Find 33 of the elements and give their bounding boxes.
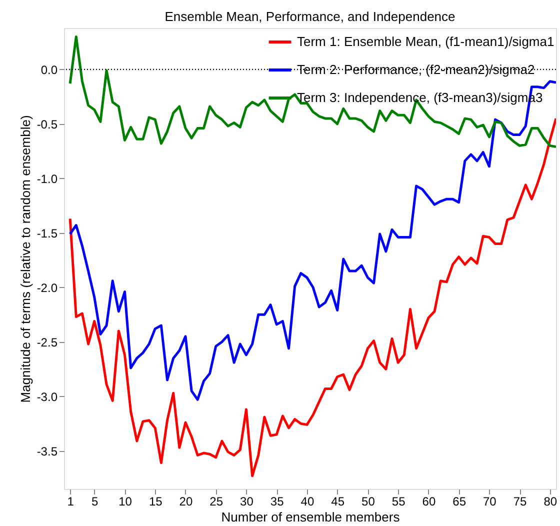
x-tick-label: 10	[118, 494, 132, 508]
x-tick-label: 15	[148, 494, 163, 508]
y-tick-label: -0.5	[36, 117, 58, 132]
legend-label: Term 2: Performance, (f2-mean2)/sigma2	[297, 62, 535, 77]
x-tick-label: 35	[270, 494, 284, 508]
x-tick-label: 25	[210, 494, 224, 508]
line-series	[68, 35, 556, 148]
x-tick-label: 1	[67, 494, 74, 508]
line-series	[68, 117, 556, 478]
x-tick-label: 20	[179, 494, 193, 508]
x-tick-label: 50	[362, 494, 376, 508]
y-tick-label: 0.0	[40, 62, 58, 77]
y-tick-label: -1.5	[36, 226, 58, 240]
y-axis-title: Magnitude of terms (relative to random ensemble)	[18, 115, 33, 403]
y-tick-label: -2.0	[36, 280, 58, 295]
x-tick-label: 60	[422, 494, 436, 508]
y-tick-label: -1.0	[36, 172, 58, 186]
x-tick-label: 65	[452, 494, 466, 508]
x-tick-label: 45	[331, 494, 345, 508]
line-series	[68, 80, 556, 401]
chart-title: Ensemble Mean, Performance, and Independence	[164, 9, 456, 24]
y-tick-label: -3.5	[36, 444, 58, 458]
x-tick-label: 30	[240, 494, 254, 508]
x-tick-label: 80	[544, 494, 558, 508]
x-tick-label: 70	[483, 494, 497, 508]
x-tick-label: 75	[513, 494, 528, 508]
y-tick-label: -2.5	[36, 335, 58, 350]
x-axis-title: Number of ensemble members	[221, 510, 400, 524]
x-tick-label: 40	[300, 494, 314, 508]
legend-label: Term 1: Ensemble Mean, (f1-mean1)/sigma1	[297, 34, 554, 49]
x-tick-label: 5	[92, 494, 99, 508]
y-tick-label: -3.0	[36, 390, 58, 404]
x-tick-label: 55	[392, 494, 406, 508]
